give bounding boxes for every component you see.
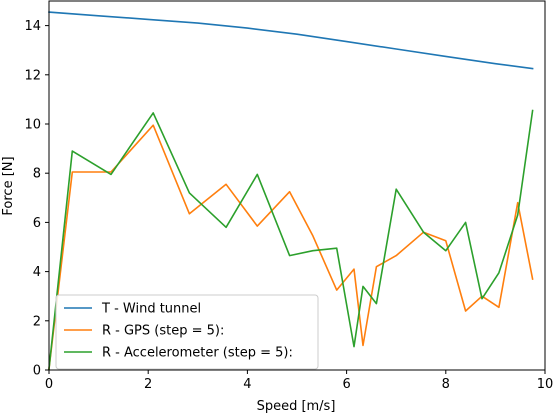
y-tick-label: 0 [33, 364, 41, 379]
x-tick-label: 4 [243, 377, 251, 392]
legend-label-1: T - Wind tunnel [101, 302, 201, 317]
x-axis-label: Speed [m/s] [257, 399, 336, 413]
x-tick-label: 8 [442, 377, 450, 392]
x-tick-label: 0 [45, 377, 53, 392]
y-tick-label: 10 [24, 118, 41, 133]
y-axis-label: Force [N] [1, 156, 16, 215]
legend-label-2: R - GPS (step = 5): [102, 324, 224, 339]
y-tick-label: 6 [33, 216, 41, 231]
y-tick-label: 2 [33, 314, 41, 329]
y-tick-label: 8 [33, 167, 41, 182]
legend: T - Wind tunnel R - GPS (step = 5): R - Ac… [56, 295, 318, 369]
x-tick-label: 6 [342, 377, 350, 392]
y-tick-label: 4 [33, 265, 41, 280]
legend-label-3: R - Accelerometer (step = 5): [102, 346, 293, 361]
y-tick-label: 12 [24, 68, 41, 83]
x-tick-label: 2 [144, 377, 152, 392]
x-tick-label: 10 [537, 377, 554, 392]
y-tick-label: 14 [24, 19, 41, 34]
